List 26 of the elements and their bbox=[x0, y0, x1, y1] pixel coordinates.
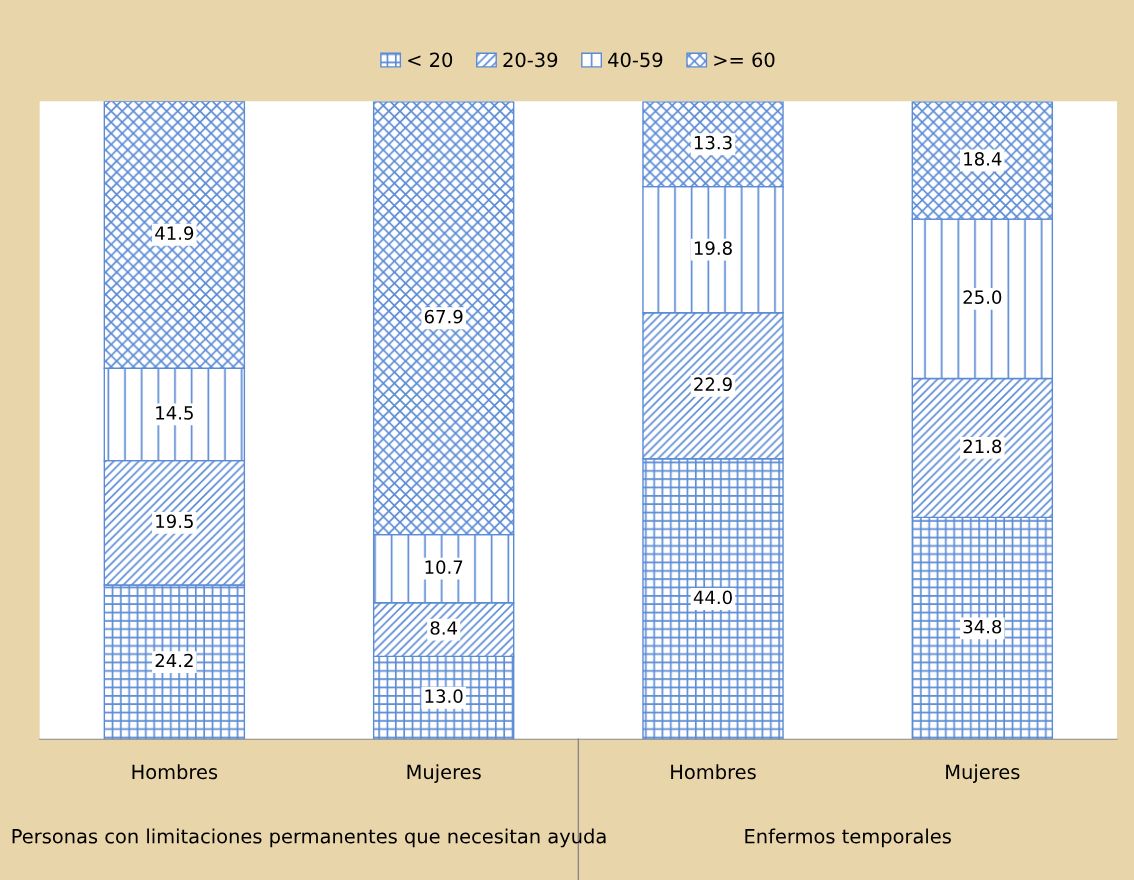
data-label: 67.9 bbox=[424, 309, 463, 324]
text: Enfermos temporales bbox=[745, 828, 951, 848]
data-label: 41.9 bbox=[155, 226, 194, 240]
data-label: 24.2 bbox=[155, 653, 193, 668]
x-tick-label: Hombres bbox=[671, 764, 756, 780]
x-tick-label: Hombres bbox=[132, 764, 218, 780]
x-tick-label: Mujeres bbox=[407, 764, 481, 784]
data-label: 44.0 bbox=[693, 590, 732, 605]
data-label: 34.8 bbox=[963, 619, 1002, 634]
legend-label: 20-39 bbox=[503, 52, 558, 68]
data-label: 13.0 bbox=[425, 689, 463, 704]
data-label: 25.0 bbox=[963, 290, 1002, 305]
data-label: 19.8 bbox=[694, 241, 732, 255]
data-label: 13.3 bbox=[694, 135, 732, 150]
data-label: 8.4 bbox=[430, 621, 458, 635]
legend-label: 40-59 bbox=[608, 52, 663, 68]
data-label: 18.4 bbox=[964, 152, 1002, 166]
legend-label: < 20 bbox=[408, 52, 453, 68]
data-label: 21.8 bbox=[963, 439, 1002, 454]
data-label: 19.5 bbox=[156, 514, 193, 529]
data-label: 22.9 bbox=[694, 377, 732, 392]
text: Personas con limitaciones permanentes que necesitan ayuda bbox=[12, 828, 606, 848]
x-tick-label: Mujeres bbox=[946, 764, 1020, 784]
data-label: 10.7 bbox=[425, 560, 463, 574]
data-label: 14.5 bbox=[156, 406, 193, 420]
legend-label: >= 60 bbox=[714, 52, 775, 68]
